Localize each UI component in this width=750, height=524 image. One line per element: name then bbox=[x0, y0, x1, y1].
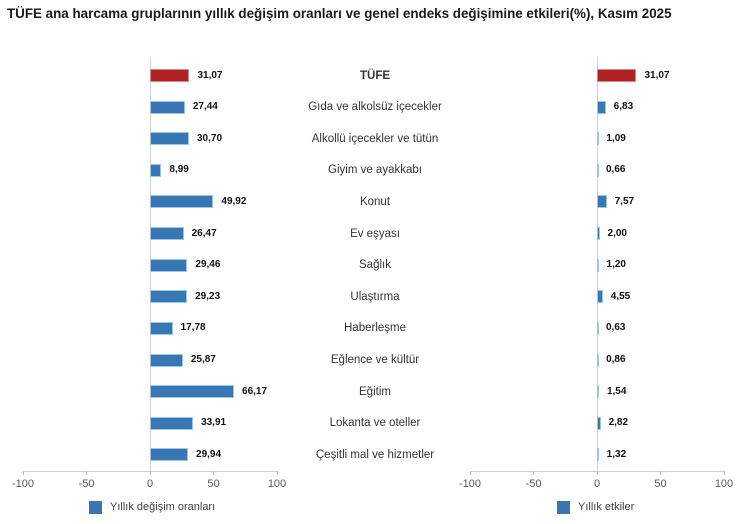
effects-bar-value-label-2: 1,09 bbox=[606, 132, 626, 144]
effects-plot: -100 -50 0 50 100 31,07 6,83 1,09 0,66 7,57 2,00 1,… bbox=[459, 57, 733, 490]
effects-axis-tick bbox=[596, 471, 598, 475]
effects-axis-tick bbox=[660, 471, 661, 475]
category-label-5: Ev eşyası bbox=[350, 227, 400, 240]
category-label-11: Lokanta ve oteller bbox=[329, 417, 421, 430]
category-label-4: Konut bbox=[359, 195, 391, 208]
effects-bar-12 bbox=[597, 448, 599, 462]
category-labels-column: TÜFE Gıda ve alkolsüz içecekler Alkollü iç… bbox=[277, 57, 473, 471]
rates-axis-tick-label: -100 bbox=[11, 478, 35, 490]
category-label-12: Çeşitli mal ve hizmetler bbox=[315, 448, 435, 461]
category-label-2: Alkollü içecekler ve tütün bbox=[311, 132, 439, 145]
rates-plot: -100 -50 0 50 100 31,07 27,44 30,70 8,99 49,92 26,… bbox=[12, 57, 286, 490]
effects-bar-4 bbox=[597, 195, 607, 209]
rates-axis-tick-label: -50 bbox=[78, 478, 95, 490]
effects-bar-value-label-5: 2,00 bbox=[607, 227, 627, 239]
legend-label-effects: Yıllık etkiler bbox=[578, 501, 635, 513]
category-label-0: TÜFE bbox=[359, 69, 391, 82]
effects-bar-value-label-9: 0,86 bbox=[606, 354, 626, 366]
effects-bar-value-label-4: 7,57 bbox=[614, 195, 635, 207]
rates-axis-tick-label: 50 bbox=[207, 478, 220, 490]
rates-axis-tick-label: 0 bbox=[146, 478, 154, 490]
legend-rates: Yıllık değişim oranları bbox=[89, 501, 215, 514]
rates-bar-value-label-6: 29,46 bbox=[195, 259, 221, 271]
effects-bar-value-label-3: 0,66 bbox=[606, 164, 626, 176]
rates-bar-value-label-12: 29,94 bbox=[196, 448, 222, 460]
rates-bar-value-label-0: 31,07 bbox=[197, 69, 223, 81]
effects-bar-value-label-12: 1,32 bbox=[606, 448, 627, 460]
category-label-8: Haberleşme bbox=[344, 322, 406, 335]
effects-axis-tick-label: 50 bbox=[654, 478, 667, 490]
rates-bar-6 bbox=[150, 258, 188, 272]
rates-bar-1 bbox=[150, 100, 185, 114]
chart-title: TÜFE ana harcama gruplarının yıllık deği… bbox=[7, 6, 672, 21]
effects-axis-tick-label: -100 bbox=[458, 478, 482, 490]
rates-bar-11 bbox=[150, 416, 194, 430]
rates-bar-9 bbox=[150, 353, 183, 367]
effects-bar-value-label-6: 1,20 bbox=[606, 259, 626, 271]
effects-bar-value-label-1: 6,83 bbox=[613, 101, 634, 113]
rates-bar-value-label-8: 17,78 bbox=[180, 322, 206, 334]
effects-bar-8 bbox=[597, 321, 599, 335]
category-label-1: Gıda ve alkolsüz içecekler bbox=[308, 101, 442, 114]
effects-axis-tick bbox=[723, 471, 725, 475]
effects-bar-5 bbox=[597, 227, 600, 241]
rates-bar-2 bbox=[150, 132, 189, 146]
effects-bar-6 bbox=[597, 258, 599, 272]
category-label-9: Eğlence ve kültür bbox=[330, 354, 420, 367]
rates-axis-tick-label: 100 bbox=[267, 478, 287, 490]
rates-axis-tick bbox=[213, 471, 214, 475]
rates-bar-value-label-5: 26,47 bbox=[191, 227, 217, 239]
rates-axis-tick bbox=[22, 471, 24, 475]
rates-axis-tick bbox=[149, 471, 151, 475]
rates-bar-value-label-3: 8,99 bbox=[169, 164, 189, 176]
rates-bar-0 bbox=[150, 69, 190, 82]
effects-bar-value-label-11: 2,82 bbox=[608, 417, 629, 429]
rates-bar-8 bbox=[150, 321, 173, 335]
effects-axis-tick-label: -50 bbox=[525, 478, 542, 490]
effects-bar-7 bbox=[597, 290, 603, 304]
legend-swatch-effects bbox=[557, 501, 570, 514]
effects-bar-1 bbox=[597, 100, 606, 114]
rates-bar-3 bbox=[150, 163, 162, 177]
effects-bar-10 bbox=[597, 385, 599, 399]
effects-bar-value-label-0: 31,07 bbox=[644, 69, 670, 81]
rates-bar-5 bbox=[150, 227, 184, 241]
rates-bar-value-label-11: 33,91 bbox=[201, 417, 227, 429]
rates-axis-tick bbox=[276, 471, 278, 475]
effects-bar-3 bbox=[597, 163, 599, 177]
effects-axis-tick bbox=[469, 471, 471, 475]
legend-label-rates: Yıllık değişim oranları bbox=[110, 501, 216, 513]
effects-bar-9 bbox=[597, 353, 599, 367]
rates-bar-12 bbox=[150, 448, 189, 462]
effects-bar-11 bbox=[597, 416, 601, 430]
legend-swatch-rates bbox=[89, 501, 102, 514]
effects-bar-value-label-8: 0,63 bbox=[606, 322, 626, 334]
effects-bar-value-label-10: 1,54 bbox=[606, 385, 627, 397]
rates-bar-7 bbox=[150, 290, 188, 304]
rates-bar-value-label-4: 49,92 bbox=[221, 195, 247, 207]
effects-axis-tick bbox=[533, 471, 534, 475]
effects-axis-tick-label: 0 bbox=[593, 478, 601, 490]
category-label-10: Eğitim bbox=[359, 385, 391, 398]
rates-bar-value-label-10: 66,17 bbox=[242, 385, 268, 397]
rates-axis-tick bbox=[86, 471, 87, 475]
rates-bar-value-label-1: 27,44 bbox=[192, 101, 218, 113]
effects-bar-2 bbox=[597, 132, 599, 146]
effects-bar-0 bbox=[597, 69, 637, 82]
rates-bar-4 bbox=[150, 195, 214, 209]
rates-bar-value-label-2: 30,70 bbox=[196, 132, 223, 144]
category-label-6: Sağlık bbox=[359, 259, 391, 272]
rates-bar-value-label-9: 25,87 bbox=[190, 354, 216, 366]
rates-bar-value-label-7: 29,23 bbox=[195, 290, 221, 302]
legend-effects: Yıllık etkiler bbox=[557, 501, 634, 514]
category-label-7: Ulaştırma bbox=[350, 290, 400, 303]
effects-axis-tick-label: 100 bbox=[714, 478, 734, 490]
category-label-3: Giyim ve ayakkabı bbox=[328, 164, 422, 177]
rates-bar-10 bbox=[150, 385, 235, 399]
effects-bar-value-label-7: 4,55 bbox=[610, 290, 631, 302]
